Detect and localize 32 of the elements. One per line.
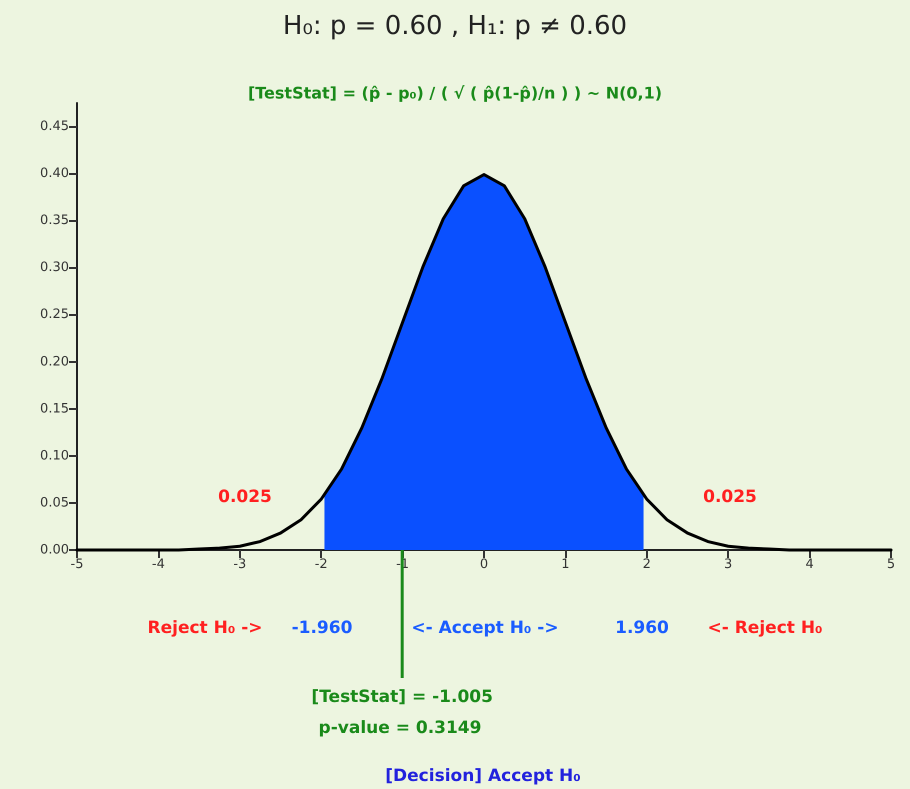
annotation: 0.025 <box>703 487 757 507</box>
ref-line-label: [TestStat] = -1.005 <box>311 687 493 707</box>
y-tick-label: 0.00 <box>40 542 69 558</box>
chart-title: H₀: p = 0.60 , H₁: p ≠ 0.60 <box>282 11 628 41</box>
y-tick-label: 0.15 <box>40 401 69 416</box>
x-tick-label: 3 <box>724 557 732 572</box>
y-tick-label: 0.20 <box>40 354 69 370</box>
x-tick-label: -2 <box>314 557 328 572</box>
y-tick-label: 0.30 <box>40 260 69 276</box>
x-tick-label: 2 <box>642 557 651 572</box>
y-tick-label: 0.40 <box>40 166 69 182</box>
y-tick-label: 0.35 <box>40 213 69 228</box>
x-tick-label: -3 <box>233 557 246 572</box>
text: p-value = 0.3149 <box>318 718 482 738</box>
y-tick-label: 0.25 <box>40 307 69 322</box>
x-tick-label: 0 <box>480 557 488 572</box>
chart-subtitle: [TestStat] = (p̂ - p₀) / ( √ ( p̂(1-p̂)/n ) ) ~ N(0,1) <box>248 84 662 102</box>
x-tick-label: 4 <box>805 557 814 572</box>
text: -1.960 <box>292 618 353 638</box>
x-tick-label: 5 <box>886 557 896 572</box>
text: <- Accept H₀ -> <box>411 618 559 638</box>
annotation: 0.025 <box>218 487 272 507</box>
x-tick-label: 1 <box>561 557 570 572</box>
text: <- Reject H₀ <box>708 618 822 638</box>
x-tick-label: -5 <box>70 557 84 572</box>
y-tick-label: 0.10 <box>40 448 69 464</box>
text: [Decision] Accept H₀ <box>385 766 581 786</box>
y-tick-label: 0.05 <box>40 495 69 510</box>
x-tick-label: -4 <box>152 557 165 572</box>
text: 1.960 <box>615 618 670 638</box>
y-tick-label: 0.45 <box>40 119 69 134</box>
text: Reject H₀ -> <box>148 618 262 638</box>
